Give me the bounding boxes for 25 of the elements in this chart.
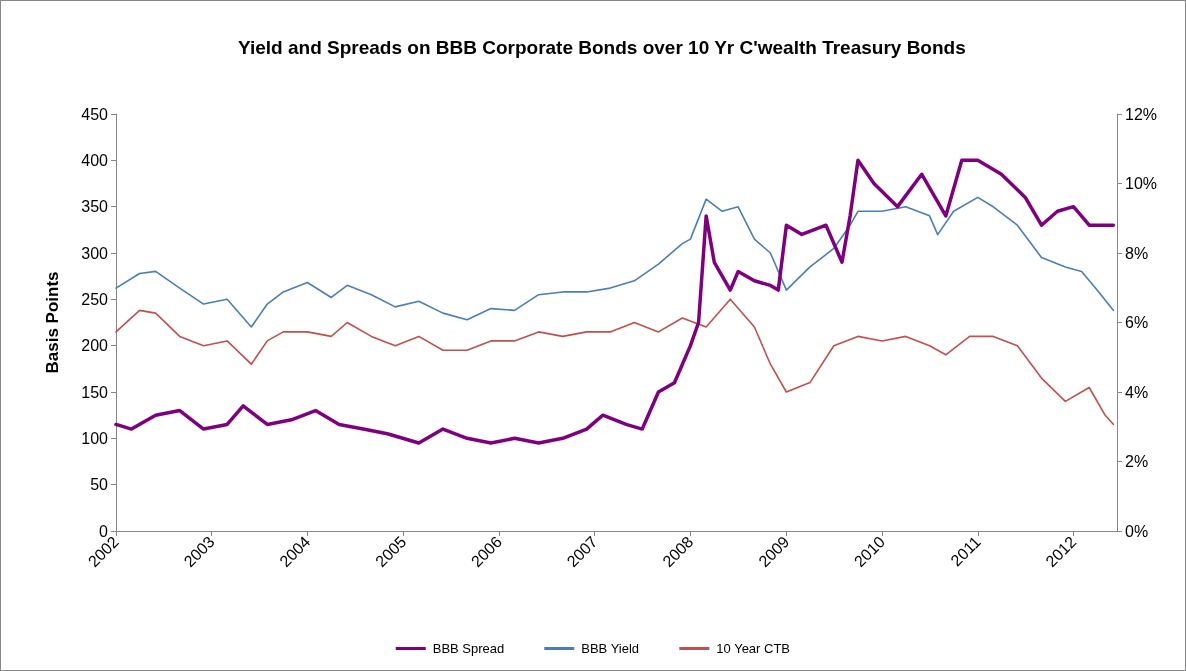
line-series: [115, 298, 1115, 426]
y-tick-label: 0: [99, 522, 109, 540]
line-series: [115, 196, 1115, 328]
y2-tick-label: 8%: [1125, 244, 1149, 262]
legend-label: BBB Spread: [432, 641, 505, 656]
y2-tick-label: 6%: [1125, 314, 1149, 331]
y2-tick-label: 10%: [1125, 175, 1158, 192]
y-tick-label: 150: [81, 383, 109, 401]
line-series: [114, 158, 1116, 445]
y-tick-label: 300: [81, 244, 109, 262]
y2-tick-label: 4%: [1125, 383, 1149, 401]
y2-tick-label: 2%: [1125, 453, 1149, 470]
y-axis-title: Basis Points: [43, 271, 62, 374]
y-tick-label: 200: [81, 337, 109, 355]
chart-title: Yield and Spreads on BBB Corporate Bonds over 10 Yr C'wealth Treasury Bonds: [238, 37, 966, 58]
y2-tick-label: 12%: [1125, 105, 1158, 123]
legend-label: BBB Yield: [581, 641, 640, 656]
y-tick-label: 350: [81, 198, 109, 216]
y-tick-label: 450: [81, 105, 109, 123]
y-tick-label: 100: [81, 429, 109, 447]
y-tick-label: 50: [90, 476, 109, 494]
y-tick-label: 400: [81, 151, 109, 169]
y-tick-label: 250: [81, 290, 109, 308]
legend-label: 10 Year CTB: [716, 641, 791, 656]
y2-tick-label: 0%: [1125, 522, 1149, 540]
